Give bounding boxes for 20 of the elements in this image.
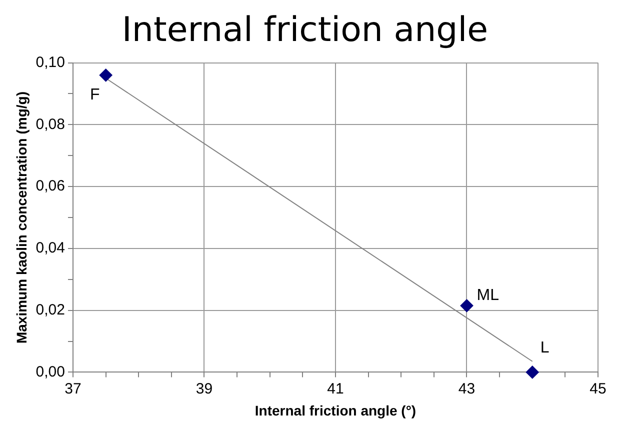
y-tick-label: 0,10 xyxy=(36,54,65,71)
point xyxy=(460,299,474,312)
point xyxy=(526,366,539,379)
x-tick-label: 45 xyxy=(590,380,606,398)
x-tick-label: 39 xyxy=(196,380,213,398)
chart-title: Internal friction angle xyxy=(122,10,488,50)
y-tick-label: 0,04 xyxy=(36,240,65,257)
annotation: F xyxy=(90,86,100,104)
y-tick-label: 0,06 xyxy=(36,178,65,195)
x-tick-label: 43 xyxy=(458,380,476,398)
y-tick-label: 0,00 xyxy=(36,363,65,380)
y-axis-title: Maximum kaolin concentration (mg/g) xyxy=(13,91,30,344)
y-tick-label: 0,02 xyxy=(36,301,65,318)
x-tick-label: 37 xyxy=(64,380,82,398)
x-tick-label: 41 xyxy=(327,380,344,398)
y-tick-label: 0,08 xyxy=(36,116,65,133)
x-axis-title: Internal friction angle (°) xyxy=(254,402,416,418)
annotation: L xyxy=(540,340,550,357)
annotation: ML xyxy=(476,287,500,304)
point xyxy=(99,68,112,82)
